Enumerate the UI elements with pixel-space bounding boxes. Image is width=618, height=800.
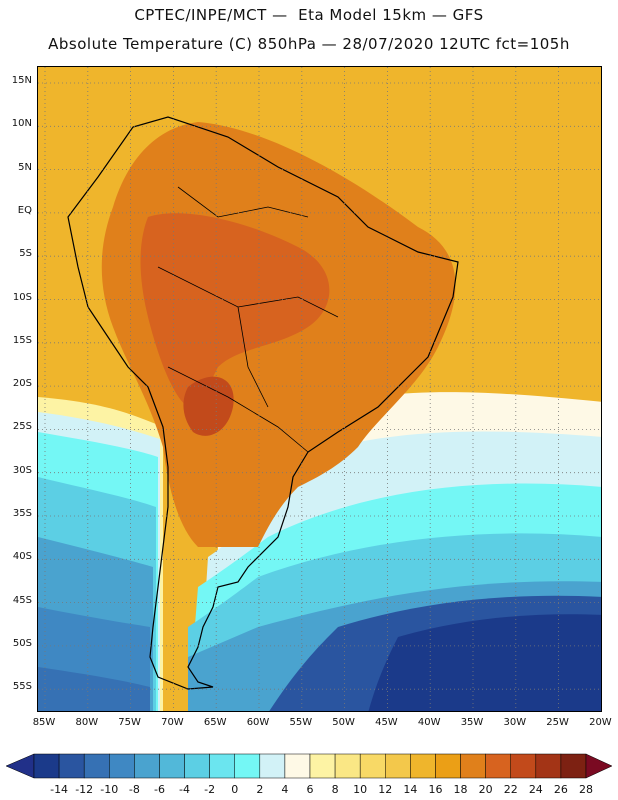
- colorbar-swatch: [209, 753, 235, 779]
- colorbar-tick-label: -10: [100, 783, 118, 796]
- colorbar-swatch: [359, 753, 386, 779]
- latitude-label: 5S: [19, 248, 32, 260]
- colorbar-tick-label: 12: [378, 783, 392, 796]
- colorbar-tick-label: 6: [307, 783, 314, 796]
- colorbar-tick-label: -8: [129, 783, 140, 796]
- longitude-label: 20W: [589, 717, 612, 728]
- temperature-map: [37, 66, 602, 712]
- colorbar-swatch: [83, 753, 110, 779]
- longitude-label: 45W: [375, 717, 398, 728]
- latitude-label: 55S: [12, 681, 32, 693]
- latitude-label: 20S: [12, 378, 32, 390]
- colorbar-swatch: [460, 753, 486, 779]
- colorbar-tick-label: 22: [504, 783, 518, 796]
- colorbar-tick-label: 26: [554, 783, 568, 796]
- latitude-label: 25S: [12, 421, 32, 433]
- latitude-label: 30S: [12, 464, 32, 476]
- longitude-label: 75W: [118, 717, 141, 728]
- colorbar-tick-label: 24: [529, 783, 543, 796]
- map-subtitle: Absolute Temperature (C) 850hPa — 28/07/…: [48, 35, 570, 53]
- latitude-label: 40S: [12, 551, 32, 563]
- colorbar-swatch: [334, 753, 361, 779]
- colorbar-swatch: [234, 753, 261, 779]
- longitude-label: 55W: [289, 717, 313, 728]
- latitude-label: 15N: [11, 75, 32, 86]
- colorbar-tick-label: 10: [353, 783, 367, 796]
- continent-outline: [67, 116, 459, 690]
- longitude-label: 70W: [161, 717, 184, 728]
- colorbar-tick-label: 18: [454, 783, 468, 796]
- colorbar-swatch: [159, 753, 185, 779]
- colorbar: -14 -12 -10 -8 -6 -4 -2 0 2 4 6 8 10 12 14 16 18 20 22 24 26…: [5, 753, 613, 796]
- colorbar-tick-label: 0: [231, 783, 238, 796]
- colorbar-tick-label: 28: [579, 783, 593, 796]
- colorbar-tick-label: 4: [281, 783, 288, 796]
- colorbar-swatch: [33, 753, 60, 779]
- longitude-label: 65W: [203, 717, 227, 728]
- longitude-label: 80W: [75, 717, 99, 728]
- colorbar-tick-label: 20: [479, 783, 493, 796]
- longitude-label: 30W: [503, 717, 527, 728]
- colorbar-swatch: [435, 753, 461, 779]
- colorbar-swatch: [109, 753, 135, 779]
- colorbar-swatch: [309, 753, 336, 779]
- latitude-label: 10S: [12, 291, 32, 303]
- colorbar-under-arrow: [5, 753, 35, 779]
- colorbar-swatch: [385, 753, 411, 779]
- colorbar-swatch: [134, 753, 160, 779]
- latitude-label: 35S: [12, 508, 32, 519]
- longitude-label: 50W: [332, 717, 355, 728]
- latitude-label: EQ: [17, 204, 32, 216]
- colorbar-tick-label: 16: [428, 783, 442, 796]
- latitude-label: 45S: [12, 594, 32, 606]
- colorbar-swatch: [510, 753, 537, 779]
- colorbar-swatch: [284, 753, 311, 779]
- colorbar-tick-label: -2: [204, 783, 215, 796]
- colorbar-tick-label: -12: [75, 783, 93, 796]
- colorbar-tick-label: 2: [256, 783, 263, 796]
- colorbar-swatch: [560, 753, 587, 779]
- colorbar-swatch: [184, 753, 210, 779]
- colorbar-tick-label: -4: [179, 783, 190, 796]
- latitude-label: 15S: [12, 334, 32, 346]
- colorbar-swatch: [259, 753, 286, 779]
- colorbar-swatch: [410, 753, 436, 779]
- colorbar-over-arrow: [585, 753, 613, 779]
- latitude-label: 5N: [18, 161, 32, 173]
- map-title: CPTEC/INPE/MCT — Eta Model 15km — GFS: [134, 6, 484, 24]
- longitude-label: 60W: [246, 717, 270, 728]
- longitude-label: 85W: [32, 717, 56, 728]
- map-canvas: [38, 67, 601, 711]
- longitude-label: 25W: [546, 717, 569, 728]
- longitude-label: 40W: [417, 717, 441, 728]
- colorbar-swatch: [485, 753, 511, 779]
- latitude-label: 50S: [12, 637, 32, 649]
- colorbar-tick-label: -6: [154, 783, 165, 796]
- longitude-label: 35W: [460, 717, 484, 728]
- latitude-label: 10N: [11, 118, 32, 130]
- colorbar-tick-label: -14: [50, 783, 68, 796]
- colorbar-tick-label: 8: [332, 783, 339, 796]
- colorbar-swatch: [535, 753, 562, 779]
- colorbar-tick-label: 14: [403, 783, 417, 796]
- colorbar-swatch: [58, 753, 85, 779]
